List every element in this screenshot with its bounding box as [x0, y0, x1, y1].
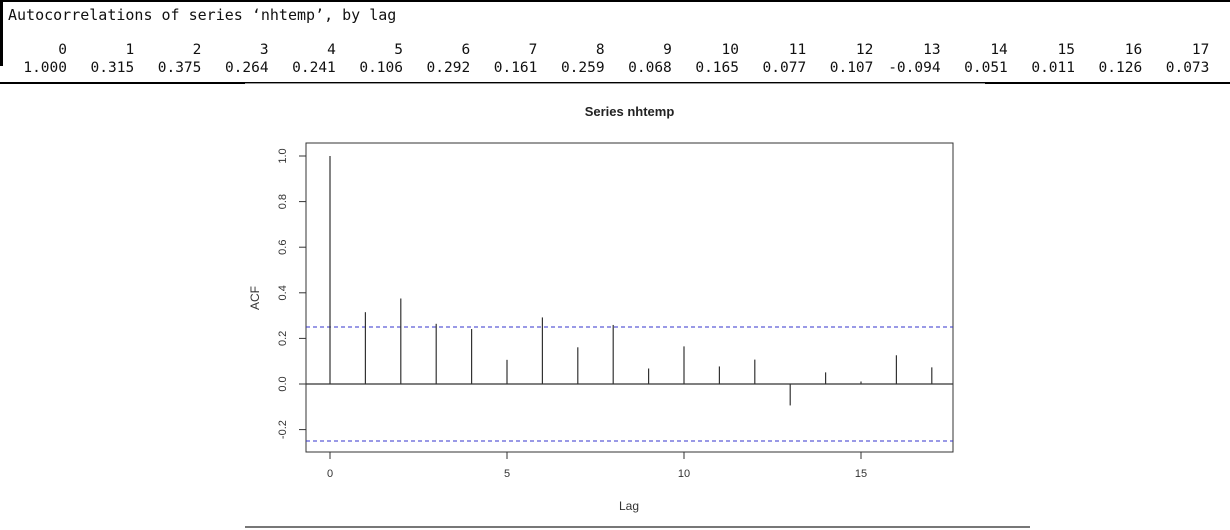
- x-tick-label-15: 15: [855, 468, 867, 480]
- console-lag-9: 9: [663, 42, 672, 58]
- console-left-border: [0, 2, 3, 66]
- y-tick-label--0.2: -0.2: [277, 420, 289, 439]
- console-lag-3: 3: [259, 42, 269, 58]
- console-lag-0: 0: [58, 42, 67, 58]
- console-acf-value-11: 0.077: [762, 60, 807, 76]
- console-lag-15: 15: [1057, 42, 1075, 58]
- plot-bottom-border: [245, 526, 1030, 528]
- console-lag-13: 13: [923, 42, 941, 58]
- y-tick-label-0.2: 0.2: [277, 331, 289, 346]
- console-lag-14: 14: [990, 42, 1008, 58]
- plot-top-border: [245, 83, 985, 84]
- console-lag-5: 5: [394, 42, 403, 58]
- console-acf-value-2: 0.375: [157, 60, 202, 76]
- console-lag-7: 7: [528, 42, 538, 58]
- console-acf-value-13: -0.094: [888, 60, 941, 76]
- console-lag-6: 6: [461, 42, 471, 58]
- console-acf-value-6: 0.292: [426, 60, 471, 76]
- console-acf-value-8: 0.259: [560, 60, 605, 76]
- y-tick-label-1.0: 1.0: [277, 148, 289, 163]
- console-acf-value-17: 0.073: [1165, 60, 1210, 76]
- console-acf-value-14: 0.051: [964, 60, 1008, 76]
- console-lag-2: 2: [192, 42, 202, 58]
- console-lag-4: 4: [327, 42, 336, 58]
- console-acf-value-3: 0.264: [224, 60, 269, 76]
- x-axis-label: Lag: [619, 499, 639, 513]
- console-lag-11: 11: [788, 42, 807, 58]
- console-output: Autocorrelations of series ‘nhtemp’, by …: [0, 0, 1230, 84]
- y-tick-label-0.6: 0.6: [277, 240, 289, 255]
- console-lag-1: 1: [125, 42, 135, 58]
- console-acf-value-5: 0.106: [359, 60, 403, 76]
- console-acf-value-0: 1.000: [23, 60, 67, 76]
- y-tick-label-0.8: 0.8: [277, 194, 289, 209]
- console-title: Autocorrelations of series ‘nhtemp’, by …: [8, 6, 397, 24]
- y-tick-label-0.0: 0.0: [277, 376, 289, 391]
- console-acf-value-4: 0.241: [292, 60, 336, 76]
- console-acf-value-16: 0.126: [1098, 60, 1143, 76]
- console-acf-value-1: 0.315: [90, 60, 135, 76]
- console-acf-value-10: 0.165: [695, 60, 739, 76]
- console-lag-10: 10: [721, 42, 739, 58]
- x-tick-label-10: 10: [678, 468, 690, 480]
- y-axis-label: ACF: [248, 286, 262, 310]
- chart-title: Series nhtemp: [585, 104, 675, 119]
- console-acf-value-7: 0.161: [493, 60, 538, 76]
- x-tick-label-5: 5: [504, 468, 510, 480]
- console-lag-8: 8: [595, 42, 605, 58]
- console-acf-value-9: 0.068: [628, 60, 672, 76]
- console-lag-17: 17: [1191, 42, 1210, 58]
- console-lag-12: 12: [855, 42, 874, 58]
- console-acf-value-12: 0.107: [829, 60, 874, 76]
- y-tick-label-0.4: 0.4: [277, 285, 289, 300]
- console-lag-16: 16: [1124, 42, 1143, 58]
- plot-frame: [305, 142, 954, 453]
- x-tick-label-0: 0: [327, 468, 333, 480]
- console-acf-value-15: 0.011: [1031, 60, 1075, 76]
